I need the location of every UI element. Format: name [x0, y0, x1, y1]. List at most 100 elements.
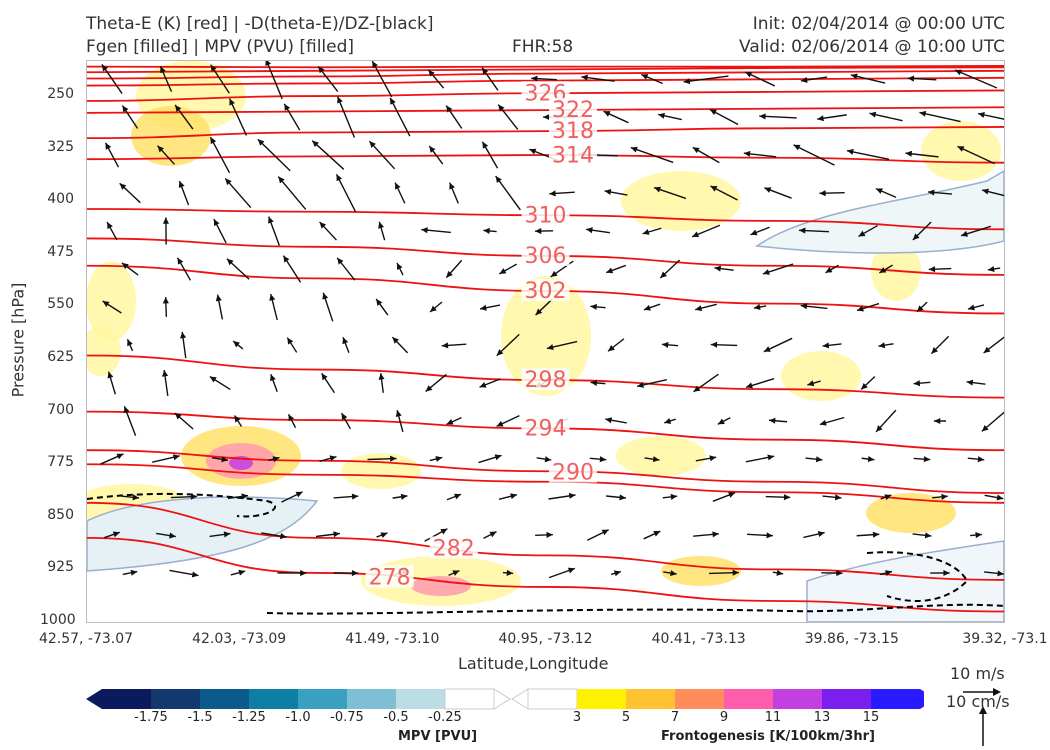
- wind-arrow-head: [425, 385, 433, 392]
- wind-arrow-head: [268, 216, 274, 224]
- wind-arrow-head: [916, 305, 924, 312]
- wind-arrow-head: [869, 111, 877, 118]
- mpv-colorbar-segment: [298, 689, 347, 709]
- wind-arrow-head: [603, 111, 611, 117]
- wind-arrow: [371, 61, 393, 98]
- wind-arrow-head: [604, 189, 612, 196]
- wind-arrow-head: [817, 115, 824, 122]
- wind-arrow-head: [712, 531, 719, 538]
- wind-arrow-head: [695, 305, 703, 312]
- wind-arrow-head: [905, 150, 913, 157]
- wind-arrow-head: [613, 570, 621, 577]
- wind-arrow-head: [709, 109, 717, 116]
- wind-arrow-head: [295, 491, 303, 498]
- wind-arrow-head: [876, 425, 883, 432]
- wind-arrow-head: [928, 189, 935, 196]
- mpv-colorbar-segment: [444, 688, 495, 710]
- wind-arrow: [630, 146, 674, 164]
- wind-arrow-head: [872, 531, 880, 538]
- wind-arrow-head: [190, 493, 198, 500]
- wind-arrow-head: [270, 374, 276, 382]
- wind-arrow-head: [300, 570, 307, 577]
- mpv-colorbar-segment: [151, 689, 200, 709]
- wind-arrow-head: [380, 532, 388, 539]
- mpv-fill: [87, 496, 319, 572]
- wind-arrow-head: [799, 227, 806, 234]
- mpv-fill: [806, 540, 1004, 622]
- mpv-colorbar-segment: [200, 689, 249, 709]
- y-tick-label: 475: [47, 243, 74, 260]
- wind-arrow-head: [221, 456, 228, 463]
- wind-arrow-head: [390, 97, 396, 105]
- wind-arrow-head: [495, 176, 502, 183]
- wind-arrow-head: [421, 227, 428, 234]
- mpv-colorbar-tick-label: -1.0: [285, 710, 311, 725]
- wind-arrow-head: [233, 341, 240, 348]
- theta-e-contour-290: [87, 449, 1004, 494]
- mpv-colorbar: [86, 688, 511, 710]
- wind-arrow-head: [879, 267, 887, 273]
- fgen-colorbar-tick-label: 15: [862, 710, 880, 725]
- wind-arrow-head: [601, 529, 609, 536]
- wind-arrow: [228, 98, 248, 136]
- wind-arrow-head: [392, 337, 399, 344]
- wind-arrow-head: [568, 492, 576, 499]
- wind-arrow: [957, 145, 995, 165]
- wind-arrow-head: [670, 570, 677, 577]
- frontogenesis-fill: [621, 171, 741, 231]
- wind-arrow-head: [978, 111, 985, 118]
- theta-e-contour-282: [87, 501, 1004, 581]
- wind-arrow-head: [867, 455, 875, 463]
- wind-arrow: [793, 144, 835, 166]
- wind-arrow-head: [590, 303, 597, 310]
- wind-arrow-head: [977, 456, 985, 463]
- contour-label: 282: [433, 536, 475, 561]
- wind-arrow-head: [174, 413, 182, 420]
- theta-e-contour-278: [87, 536, 1004, 613]
- wind-arrow-head: [549, 190, 556, 197]
- theta-e-contour-286: [87, 463, 1004, 504]
- wind-arrow-head: [329, 455, 337, 462]
- wind-arrow-head: [606, 267, 614, 274]
- wind-arrow-head: [546, 531, 553, 538]
- title-line-2: Fgen [filled] | MPV (PVU) [filled]: [86, 37, 355, 57]
- theta-e-contour-330: [87, 76, 1004, 87]
- wind-arrow-head: [913, 380, 921, 387]
- wind-arrow-head: [961, 230, 968, 237]
- mpv-colorbar-segment: [396, 689, 445, 709]
- wind-arrow-head: [369, 141, 376, 148]
- wind-arrow-head: [764, 187, 772, 193]
- wind-arrow-head: [121, 262, 129, 270]
- y-tick-label: 550: [47, 296, 74, 313]
- wind-arrow-head: [396, 262, 403, 270]
- wind-arrow-head: [641, 74, 649, 80]
- wind-arrow-head: [160, 66, 166, 74]
- wind-arrow-head: [225, 178, 232, 186]
- wind-arrow-head: [643, 304, 651, 311]
- wind-arrow-head: [378, 373, 385, 380]
- x-axis-label: Latitude,Longitude: [458, 654, 609, 673]
- contour-label: 290: [552, 460, 594, 485]
- wind-arrow-head: [981, 424, 989, 432]
- wind-arrow: [846, 149, 890, 161]
- mpv-colorbar-tick-label: -1.5: [187, 710, 213, 725]
- contour-label-bg: [521, 81, 570, 104]
- wind-arrow-head: [101, 64, 108, 72]
- wind-arrow-head: [586, 227, 593, 234]
- valid-time: Valid: 02/06/2014 @ 10:00 UTC: [739, 37, 1005, 57]
- wind-arrow-head: [226, 258, 234, 266]
- wind-arrow-head: [907, 75, 915, 82]
- wind-arrow-head: [763, 346, 771, 352]
- wind-arrow-head: [175, 104, 182, 112]
- wind-arrow-head: [710, 341, 718, 348]
- wind-arrow-head: [494, 454, 502, 461]
- contour-label-bg: [549, 97, 598, 120]
- wind-arrow-head: [819, 419, 827, 426]
- mpv-colorbar-tick-label: -0.25: [428, 710, 462, 725]
- wind-arrow-head: [122, 105, 129, 113]
- wind-arrow-head: [210, 137, 217, 145]
- wind-arrow-head: [642, 229, 650, 235]
- wind-arrow-head: [351, 569, 359, 577]
- wind-arrow-head: [312, 140, 319, 148]
- fgen-colorbar-segment: [724, 689, 773, 709]
